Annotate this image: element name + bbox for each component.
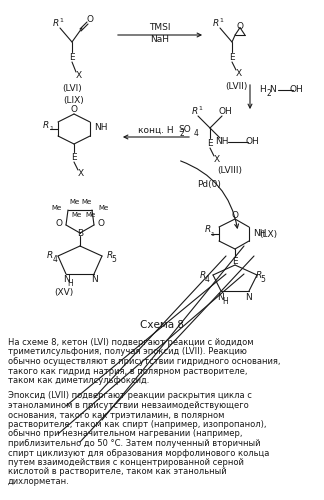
Text: X: X [76,72,82,80]
Text: Pd(0): Pd(0) [197,180,221,190]
Text: O: O [56,218,63,228]
Text: (LVII): (LVII) [225,82,247,90]
Text: Me: Me [71,212,81,218]
Text: 2: 2 [267,88,272,98]
Text: путем взаимодействия с концентрированной серной: путем взаимодействия с концентрированной… [8,458,244,467]
Text: R: R [205,226,211,234]
Text: R: R [256,270,262,280]
Text: X: X [214,156,220,164]
Text: спирт циклизуют для образования морфолинового кольца: спирт циклизуют для образования морфолин… [8,448,269,458]
Text: N: N [218,292,225,302]
Text: O: O [232,210,238,220]
Text: E: E [229,54,235,62]
Text: дихлорметан.: дихлорметан. [8,477,70,486]
Text: триметилсульфония, получая эпоксид (LVII). Реакцию: триметилсульфония, получая эпоксид (LVII… [8,348,247,356]
Text: R: R [107,252,113,260]
Text: N: N [63,276,69,284]
Text: R: R [192,108,198,116]
Text: Me: Me [69,199,79,205]
Text: На схеме 8, кетон (LVI) подвергают реакции с йодидом: На схеме 8, кетон (LVI) подвергают реакц… [8,338,253,347]
Text: O: O [97,218,104,228]
Text: 4: 4 [193,128,198,138]
Text: E: E [69,54,75,62]
Text: кислотой в растворителе, таком как этанольный: кислотой в растворителе, таком как этано… [8,468,226,476]
Text: R: R [53,20,59,28]
Text: O: O [237,22,244,31]
Text: X: X [78,170,84,178]
Text: H: H [222,298,228,306]
Text: E: E [232,258,238,266]
Text: N: N [269,86,275,94]
Text: обычно осуществляют в присутствии гидридного основания,: обычно осуществляют в присутствии гидрид… [8,357,281,366]
Text: таком как диметилсульфоксид.: таком как диметилсульфоксид. [8,376,149,385]
Text: (LVIII): (LVIII) [217,166,242,174]
Text: H: H [67,280,73,288]
Text: N: N [246,292,252,302]
Text: H: H [260,86,266,94]
Text: 1: 1 [59,18,63,22]
Text: O: O [71,106,77,114]
Text: 1: 1 [219,18,223,22]
Text: (LVI): (LVI) [62,84,82,92]
Text: NH: NH [215,138,229,146]
Text: R: R [43,120,49,130]
Text: R: R [213,20,219,28]
Text: конц. H: конц. H [138,126,174,134]
Text: X: X [236,70,242,78]
Text: Me: Me [85,212,95,218]
Text: Эпоксид (LVII) подвергают реакции раскрытия цикла с: Эпоксид (LVII) подвергают реакции раскры… [8,392,252,400]
Text: SO: SO [179,126,191,134]
Text: NaH: NaH [151,36,169,44]
Text: OH: OH [245,138,259,146]
Text: (LIX): (LIX) [64,96,84,104]
Text: (XV): (XV) [54,288,74,296]
Text: Схема 8: Схема 8 [140,320,184,330]
Text: NH: NH [94,124,108,132]
Text: 4: 4 [204,274,209,283]
Text: O: O [87,16,94,24]
Text: растворителе, таком как спирт (например, изопропанол),: растворителе, таком как спирт (например,… [8,420,267,429]
Text: Me: Me [98,205,108,211]
Text: R: R [47,252,53,260]
Text: OH: OH [289,86,303,94]
Text: 1: 1 [198,106,202,110]
Text: Me: Me [52,205,62,211]
Text: TMSI: TMSI [149,24,171,32]
Text: N: N [91,276,98,284]
Text: 4: 4 [52,256,57,264]
Text: E: E [71,152,77,162]
Text: этаноламином в присутствии невзаимодействующего: этаноламином в присутствии невзаимодейст… [8,401,249,410]
Text: 5: 5 [260,274,265,283]
Text: 5: 5 [111,256,116,264]
Text: обычно при незначительном нагревании (например,: обычно при незначительном нагревании (на… [8,430,242,438]
Text: 2: 2 [179,128,184,138]
Text: приблизительно до 50 °C. Затем полученный вторичный: приблизительно до 50 °C. Затем полученны… [8,439,260,448]
Text: такого как гидрид натрия, в полярном растворителе,: такого как гидрид натрия, в полярном рас… [8,366,248,376]
Text: R: R [200,270,206,280]
Text: основания, такого как триэтиламин, в полярном: основания, такого как триэтиламин, в пол… [8,410,225,420]
Text: NH: NH [253,228,267,237]
Text: Me: Me [81,199,91,205]
Text: 1: 1 [49,126,53,132]
Text: (LX): (LX) [259,230,277,239]
Text: 1: 1 [210,232,214,236]
Text: E: E [207,140,213,148]
Text: B: B [77,228,83,237]
Text: OH: OH [218,108,232,116]
